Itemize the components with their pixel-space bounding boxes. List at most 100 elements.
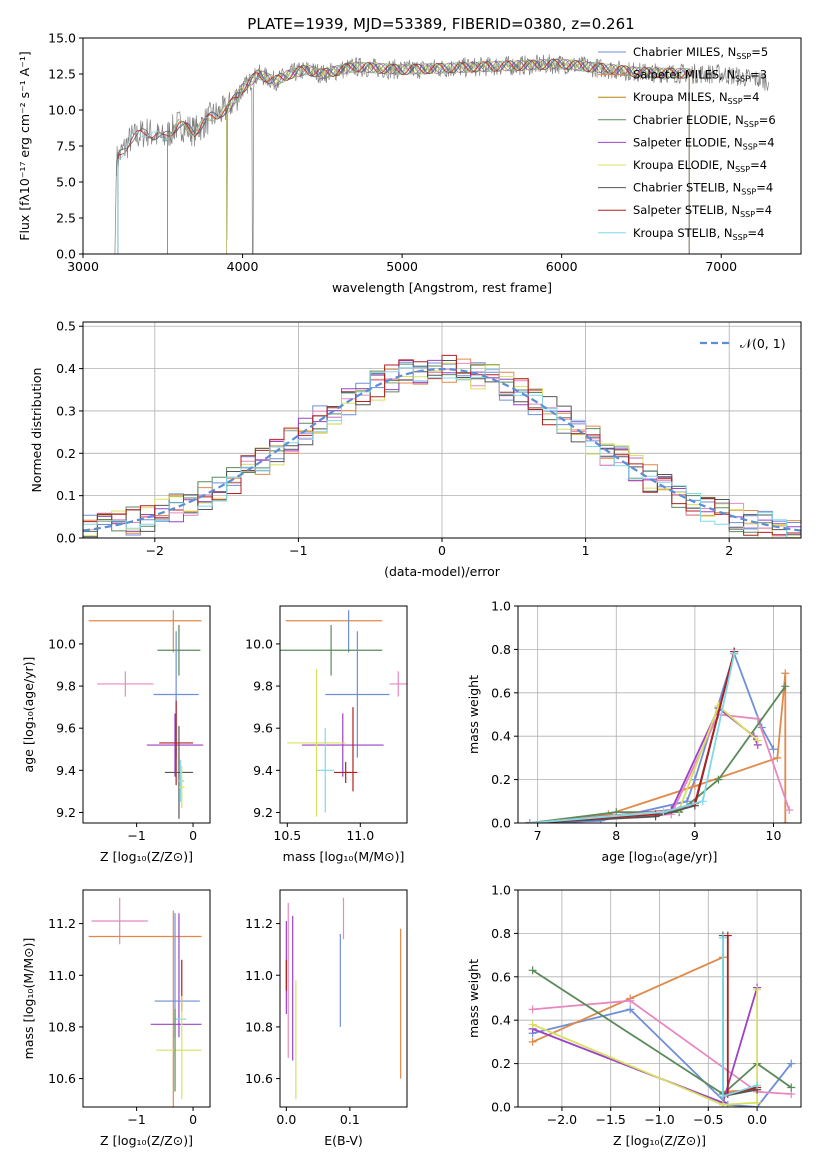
- y-axis-label: Flux [fλ10⁻¹⁷ erg cm⁻² s⁻¹ A⁻¹]: [17, 51, 32, 240]
- weight-point-marker: [528, 1005, 537, 1014]
- x-tick-label: 7: [534, 828, 542, 843]
- y-tick-label: 5.0: [56, 175, 76, 190]
- y-tick-label: 0.3: [56, 403, 76, 418]
- weight-point-marker: [718, 933, 727, 942]
- model-spectrum-line: [117, 58, 690, 254]
- weight-series-line: [529, 650, 775, 823]
- chart-spectrum: Chabrier MILES, NSSP=5 Salpeter MILES, NS…: [17, 31, 802, 295]
- y-tick-label: 0.4: [491, 729, 511, 744]
- legend-label: Salpeter STELIB, NSSP=4: [633, 203, 772, 219]
- y-tick-label: 0.0: [56, 247, 76, 262]
- histogram-step: [83, 367, 788, 538]
- x-tick-label: 0: [438, 543, 446, 558]
- plot-area: [525, 647, 794, 823]
- weight-point-marker: [626, 1005, 635, 1014]
- axes-frame: [82, 605, 211, 824]
- axes-frame: [517, 605, 802, 824]
- y-tick-label: 9.8: [56, 679, 76, 694]
- weight-point-marker: [753, 1081, 762, 1090]
- plot-area: [285, 897, 402, 1100]
- y-tick-label: 9.2: [56, 805, 76, 820]
- model-spectrum-line: [117, 58, 690, 254]
- weight-point-marker: [781, 682, 790, 691]
- weight-point-marker: [718, 1092, 727, 1101]
- x-axis-label: Z [log₁₀(Z/Z⊙)]: [613, 1133, 706, 1148]
- gaussian-curve: [83, 367, 801, 532]
- x-tick-label: 11.0: [346, 828, 374, 843]
- y-tick-label: 0.1: [56, 488, 76, 503]
- x-axis-label: wavelength [Angstrom, rest frame]: [332, 280, 552, 295]
- y-tick-label: 10.0: [245, 636, 273, 651]
- legend-label: Kroupa MILES, NSSP=4: [633, 90, 759, 106]
- chart-weight-vs-Z: −2.0 −1.5 −1.0 −0.5 0.0 0.0 0.2 0.4 0.6 0.8 1.0 Z […: [466, 883, 802, 1148]
- y-tick-label: 10.6: [245, 1071, 273, 1086]
- y-tick-label: 0.0: [56, 531, 76, 546]
- weight-series-line: [529, 704, 759, 823]
- x-tick-label: 0: [189, 828, 197, 843]
- y-tick-label: 15.0: [48, 31, 76, 46]
- y-tick-label: 0.4: [56, 361, 76, 376]
- x-tick-label: −2.0: [547, 1112, 577, 1127]
- x-axis-label: Z [log₁₀(Z/Z⊙)]: [100, 1133, 193, 1148]
- x-tick-label: 0: [189, 1112, 197, 1127]
- x-tick-label: 0.1: [340, 1112, 360, 1127]
- legend-label: Chabrier ELODIE, NSSP=6: [633, 113, 776, 129]
- weight-point-marker: [785, 805, 794, 814]
- model-spectrum-line: [167, 59, 690, 254]
- y-tick-label: 0.6: [491, 969, 511, 984]
- y-tick-label: 1.0: [491, 599, 511, 614]
- weight-point-marker: [528, 1020, 537, 1029]
- x-tick-label: 1: [582, 543, 590, 558]
- x-tick-label: 5000: [386, 259, 418, 274]
- legend-label: Salpeter MILES, NSSP=3: [633, 68, 767, 84]
- weight-series-line: [532, 969, 792, 1096]
- weight-point-marker: [769, 745, 778, 754]
- y-tick-label: 9.2: [253, 805, 273, 820]
- x-tick-label: 6000: [546, 259, 578, 274]
- weight-point-marker: [753, 736, 762, 745]
- x-tick-label: −1: [127, 1112, 145, 1127]
- y-tick-label: 12.5: [48, 67, 76, 82]
- y-tick-label: 9.6: [253, 721, 273, 736]
- x-tick-label: 10: [766, 828, 782, 843]
- y-tick-label: 0.2: [491, 1056, 511, 1071]
- axes-frame: [279, 889, 408, 1108]
- weight-point-marker: [683, 797, 692, 806]
- y-tick-label: 0.6: [491, 685, 511, 700]
- y-tick-label: 11.2: [245, 916, 273, 931]
- weight-point-marker: [753, 1098, 762, 1107]
- y-tick-label: 0.0: [491, 1100, 511, 1115]
- legend-label: Chabrier MILES, NSSP=5: [633, 45, 768, 61]
- y-axis-label: mass weight: [466, 675, 481, 754]
- weight-point-marker: [690, 782, 699, 791]
- weight-series-line: [529, 685, 787, 823]
- y-tick-label: 0.4: [491, 1013, 511, 1028]
- legend-label: Chabrier STELIB, NSSP=4: [633, 181, 773, 197]
- plot-area: [88, 610, 204, 819]
- weight-series-line: [532, 989, 758, 1106]
- weight-point-marker: [753, 714, 762, 723]
- axes-frame: [279, 605, 408, 824]
- legend-label: Kroupa ELODIE, NSSP=4: [633, 158, 767, 174]
- x-tick-label: 9: [691, 828, 699, 843]
- x-tick-label: −1: [127, 828, 145, 843]
- x-tick-label: 4000: [227, 259, 259, 274]
- x-tick-label: 0.0: [747, 1112, 767, 1127]
- weight-point-marker: [659, 808, 668, 817]
- data-spectrum-line: [116, 54, 770, 254]
- x-tick-label: 0.0: [276, 1112, 296, 1127]
- chart-age-vs-mass: 10.5 11.0 9.2 9.4 9.6 9.8 10.0 mass [log₁₀(M/M⊙…: [245, 605, 408, 864]
- y-tick-label: 11.2: [48, 916, 76, 931]
- plot-area: [88, 897, 202, 1107]
- weight-point-marker: [528, 966, 537, 975]
- weight-point-marker: [730, 649, 739, 658]
- legend-label: Kroupa STELIB, NSSP=4: [633, 226, 764, 242]
- x-axis-label: (data-model)/error: [384, 564, 501, 579]
- weight-point-marker: [723, 931, 732, 940]
- weight-point-marker: [718, 1100, 727, 1107]
- y-tick-label: 7.5: [56, 139, 76, 154]
- y-axis-label: mass weight: [466, 959, 481, 1038]
- x-tick-label: 10.5: [273, 828, 301, 843]
- weight-series-line: [529, 653, 736, 823]
- model-spectrum-line: [226, 58, 690, 254]
